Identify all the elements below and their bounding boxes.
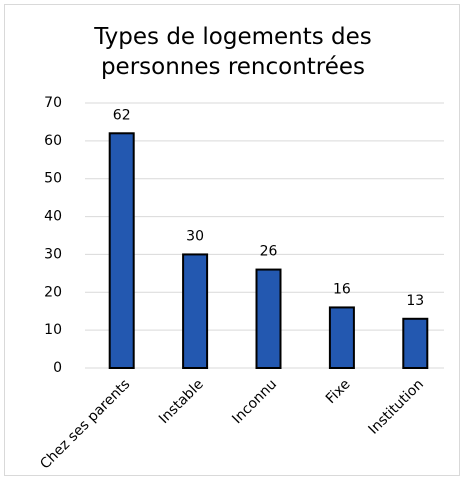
chart-title: Types de logements des personnes rencont…	[94, 24, 372, 80]
x-tick-label: Chez ses parents	[37, 376, 133, 472]
data-label: 26	[260, 244, 278, 260]
x-tick-label: Instable	[156, 376, 207, 427]
y-tick-label: 10	[44, 322, 62, 338]
data-label: 30	[186, 228, 204, 244]
y-tick-label: 40	[44, 209, 62, 225]
x-tick-label: Institution	[366, 376, 427, 437]
y-tick-label: 0	[53, 360, 62, 376]
y-tick-label: 60	[44, 133, 62, 149]
data-label: 16	[333, 281, 351, 297]
data-label: 13	[406, 293, 424, 309]
y-tick-label: 50	[44, 171, 62, 187]
bar	[255, 268, 282, 370]
x-tick-label: Inconnu	[229, 376, 280, 427]
bar	[402, 317, 429, 369]
y-tick-label: 20	[44, 284, 62, 300]
bar	[182, 253, 209, 369]
bar	[328, 306, 355, 369]
y-tick-label: 30	[44, 246, 62, 262]
data-label: 62	[113, 107, 131, 123]
chart-frame	[4, 4, 460, 476]
y-tick-label: 70	[44, 95, 62, 111]
bar	[108, 132, 135, 369]
x-tick-label: Fixe	[323, 376, 354, 407]
